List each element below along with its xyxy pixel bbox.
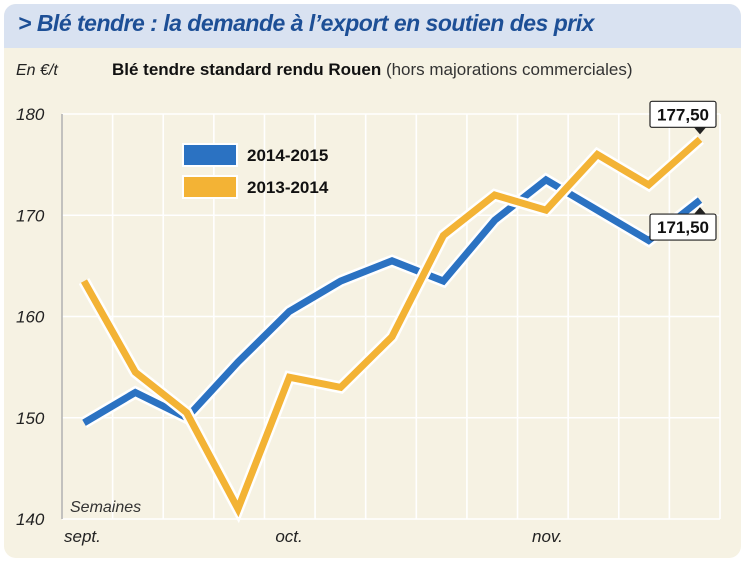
subtitle-main: Blé tendre standard rendu Rouen [112, 60, 382, 79]
legend-swatch [182, 175, 238, 199]
x-tick-label: oct. [275, 527, 302, 546]
y-tick-label: 180 [16, 105, 45, 124]
chart-title: > Blé tendre : la demande à l’export en … [18, 10, 594, 36]
title-bar: > Blé tendre : la demande à l’export en … [4, 4, 741, 48]
series-line-2013-2014 [80, 136, 703, 518]
subtitle-note: (hors majorations commerciales) [385, 60, 633, 79]
y-tick-label: 160 [16, 308, 45, 327]
value-callout-label: 177,50 [657, 105, 709, 124]
value-callout-box [649, 213, 717, 241]
x-tick-label: sept. [64, 527, 101, 546]
y-tick-label: 140 [16, 510, 45, 529]
value-callout-pointer [694, 207, 706, 215]
legend-label: 2013-2014 [247, 178, 329, 197]
legend-swatch [182, 143, 238, 167]
x-tick-label: nov. [532, 527, 563, 546]
x-axis-label: Semaines [70, 499, 141, 516]
y-unit-label: En €/t [16, 62, 58, 79]
value-callout-box [649, 100, 717, 128]
y-tick-label: 150 [16, 409, 45, 428]
value-callout-pointer [694, 127, 706, 135]
y-tick-label: 170 [16, 206, 45, 225]
value-callout-label: 171,50 [657, 218, 709, 237]
chart-subtitle: Blé tendre standard rendu Rouen (hors ma… [112, 60, 633, 80]
legend-label: 2014-2015 [247, 146, 328, 165]
